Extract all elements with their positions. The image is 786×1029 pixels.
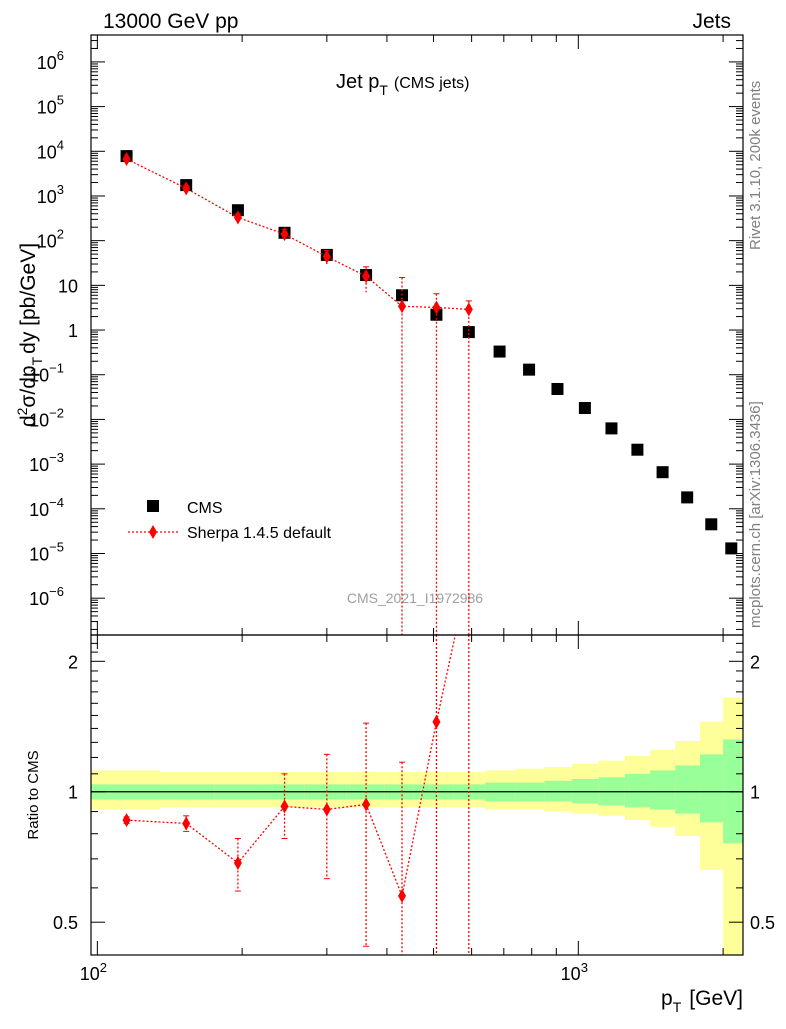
cms-data-point: [631, 443, 644, 456]
y-tick-exponent: −3: [49, 450, 64, 465]
y-tick-label: 10−5: [29, 539, 64, 564]
analysis-group-label: Jets: [692, 10, 731, 33]
y-tick-label: 10−6: [29, 584, 64, 609]
chart-marks: [91, 150, 743, 955]
cms-data-point: [231, 204, 244, 217]
cms-data-point: [705, 518, 718, 531]
ratio-band-inner: [675, 765, 700, 814]
title-main: Jet p: [336, 71, 379, 93]
cms-data-point: [578, 402, 591, 415]
sherpa-data-point: [432, 300, 441, 315]
ratio-data-point: [233, 855, 242, 870]
y-tick-label: 10: [58, 276, 78, 296]
legend-cms-label: CMS: [187, 500, 223, 517]
sherpa-data-point: [233, 210, 242, 225]
sherpa-data-point: [464, 302, 473, 317]
y-tick-exponent: −5: [49, 539, 64, 554]
sherpa-data-point: [322, 249, 331, 264]
cms-data-point: [523, 363, 536, 376]
legend-sherpa-marker: [149, 525, 157, 539]
ratio-band-inner: [624, 773, 651, 808]
ratio-data-point: [432, 714, 441, 729]
sherpa-data-point: [182, 181, 191, 196]
y-tick-exponent: 4: [57, 137, 64, 152]
ratio-data-point: [280, 799, 289, 814]
sherpa-data-point: [122, 152, 131, 167]
cms-data-point: [725, 542, 738, 555]
ratio-y-axis-label: Ratio to CMS: [25, 750, 42, 839]
ratio-data-point: [182, 816, 191, 831]
legend: CMS Sherpa 1.4.5 default: [128, 500, 332, 542]
ratio-data-point: [398, 888, 407, 903]
y-tick-exponent: −2: [49, 405, 64, 420]
ratio-plot-frame: [90, 634, 744, 956]
x-tick-label: 103: [561, 960, 588, 984]
sherpa-data-point: [280, 227, 289, 242]
legend-cms-marker: [147, 500, 159, 512]
ratio-band-inner: [699, 754, 724, 823]
cms-data-point: [656, 466, 669, 479]
main-plot-frame: [90, 34, 744, 636]
ratio-data-point: [322, 802, 331, 817]
y-tick-label: 10−4: [29, 495, 64, 520]
ratio-uncertainty-bands: [91, 697, 743, 955]
analysis-watermark: CMS_2021_I1972986: [347, 590, 483, 606]
y-tick-exponent: −4: [49, 495, 64, 510]
ratio-series-group: [122, 635, 470, 955]
ratio-y-tick-label-left: 2: [68, 652, 78, 672]
rivet-version-label: Rivet 3.1.10, 200k events: [747, 81, 764, 250]
x-tick-exponent: 3: [581, 960, 588, 975]
y-tick-exponent: 6: [57, 48, 64, 63]
title-subscript: T: [379, 82, 388, 98]
cms-data-point: [551, 382, 564, 395]
ratio-y-tick-label-right: 2: [750, 652, 760, 672]
ratio-band-inner: [650, 770, 676, 810]
legend-sherpa-label: Sherpa 1.4.5 default: [187, 525, 332, 542]
x-tick-exponent: 2: [100, 960, 107, 975]
ratio-y-tick-label-right: 1: [750, 783, 760, 803]
plot-frames: [90, 34, 744, 956]
ratio-y-tick-label-left: 1: [68, 783, 78, 803]
ratio-band-inner: [544, 780, 572, 802]
collision-label: 13000 GeV pp: [103, 10, 238, 33]
sherpa-line: [126, 158, 469, 311]
ratio-sherpa-line: [126, 635, 456, 899]
y-tick-exponent: 3: [57, 182, 64, 197]
cms-data-point: [493, 345, 506, 358]
y-tick-label: 10−3: [29, 450, 64, 475]
y-tick-label: 102: [37, 227, 64, 252]
x-axis-label: pT [GeV]: [661, 987, 743, 1015]
y-tick-exponent: 5: [57, 93, 64, 108]
y-tick-exponent: 2: [57, 227, 64, 242]
y-axis-label: d2σ/dpTdy [pb/GeV]: [14, 243, 45, 427]
y-tick-label: 10−2: [29, 405, 64, 430]
y-tick-label: 106: [37, 48, 64, 73]
sherpa-data-point: [362, 269, 371, 284]
cms-data-point: [462, 326, 475, 339]
ratio-data-point: [362, 797, 371, 812]
cms-data-point: [681, 491, 694, 504]
ratio-data-point: [122, 813, 131, 828]
y-tick-label: 103: [37, 182, 64, 207]
x-tick-label: 102: [80, 960, 107, 984]
y-tick-label: 104: [37, 137, 64, 162]
y-tick-exponent: −1: [49, 361, 64, 376]
cms-data-point: [605, 422, 618, 435]
y-tick-label: 105: [37, 93, 64, 118]
mcplots-reference-label: mcplots.cern.ch [arXiv:1306.3436]: [747, 401, 764, 628]
y-tick-label: 1: [68, 321, 78, 341]
axis-ticks: 102 10310610510410310210110−110−210−310−4…: [29, 34, 775, 984]
ratio-y-tick-label-right: 0.5: [750, 913, 775, 933]
sherpa-data-point: [398, 299, 407, 314]
plot-title: Jet pT (CMS jets): [336, 71, 469, 98]
y-tick-exponent: −6: [49, 584, 64, 599]
ratio-y-tick-label-left: 0.5: [53, 913, 78, 933]
title-suffix: (CMS jets): [394, 75, 470, 92]
